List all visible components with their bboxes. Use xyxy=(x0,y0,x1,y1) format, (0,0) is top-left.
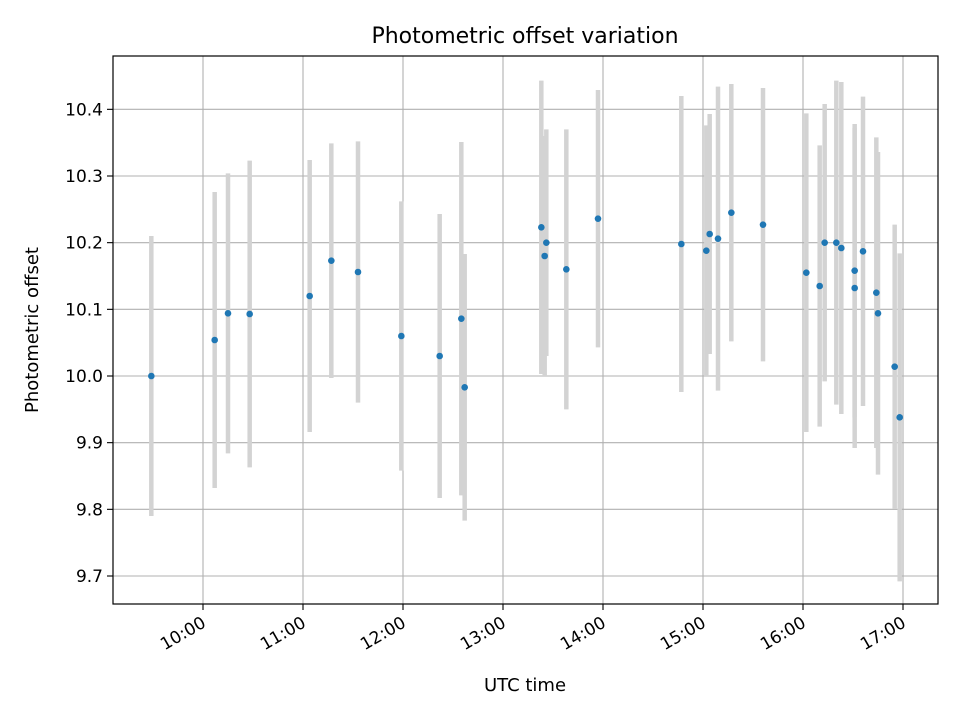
data-point xyxy=(594,215,602,222)
data-point xyxy=(224,310,232,317)
data-point xyxy=(246,310,253,318)
data-point xyxy=(563,266,570,273)
data-point xyxy=(891,363,898,370)
data-point xyxy=(328,257,335,264)
y-axis: 9.7 9.8 9.9 10.0 10.1 10.2 10.3 10.4 xyxy=(65,100,113,587)
data-point xyxy=(538,224,545,231)
data-point xyxy=(714,235,722,242)
y-tick-label: 9.9 xyxy=(76,434,103,454)
y-tick-label: 10.4 xyxy=(65,100,103,120)
data-point xyxy=(728,209,735,216)
x-axis-label: UTC time xyxy=(484,675,566,696)
data-point xyxy=(759,221,767,228)
data-point xyxy=(821,239,828,246)
data-point xyxy=(816,282,823,290)
y-tick-label: 9.7 xyxy=(76,567,103,587)
data-point xyxy=(436,352,443,360)
chart-title: Photometric offset variation xyxy=(371,24,678,49)
data-point xyxy=(461,384,468,391)
data-point xyxy=(833,239,840,246)
data-point xyxy=(678,240,685,248)
y-tick-label: 9.8 xyxy=(76,500,103,520)
data-point xyxy=(541,252,548,260)
y-tick-label: 10.1 xyxy=(65,300,103,320)
y-tick-label: 10.3 xyxy=(65,167,103,187)
data-point xyxy=(851,267,858,274)
data-point xyxy=(543,239,550,246)
data-points xyxy=(148,209,903,421)
data-point xyxy=(398,332,405,340)
data-point xyxy=(851,284,858,292)
data-point xyxy=(148,372,155,380)
data-point xyxy=(306,292,313,300)
data-point xyxy=(211,336,218,344)
data-point xyxy=(703,247,710,254)
y-axis-label: Photometric offset xyxy=(22,247,43,413)
y-tick-label: 10.0 xyxy=(65,367,103,387)
data-point xyxy=(859,248,867,255)
data-point xyxy=(896,414,903,421)
y-tick-label: 10.2 xyxy=(65,234,103,254)
data-point xyxy=(874,310,882,317)
data-point xyxy=(706,230,713,238)
data-point xyxy=(873,289,880,296)
data-point xyxy=(838,244,845,252)
data-point xyxy=(458,315,465,322)
data-point xyxy=(803,269,810,276)
plot-frame xyxy=(112,55,939,605)
data-point xyxy=(354,268,362,276)
